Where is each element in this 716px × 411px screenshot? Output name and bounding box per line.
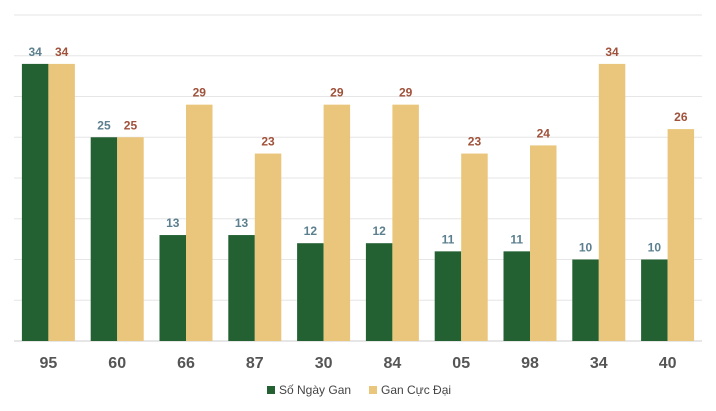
bar-gan-cuc-dai-60[interactable]: [117, 137, 144, 341]
legend: Số Ngày Gan Gan Cực Đại: [267, 383, 451, 397]
x-tick-label: 40: [659, 355, 677, 372]
x-tick-label: 98: [521, 355, 539, 372]
data-label: 12: [304, 224, 318, 238]
x-axis: 95 60 66 87 30 84 05 98 34 40: [40, 355, 677, 372]
x-tick-label: 66: [177, 355, 195, 372]
bar-so-ngay-gan-30[interactable]: [297, 243, 324, 341]
bar-gan-cuc-dai-98[interactable]: [530, 145, 557, 341]
data-label: 29: [330, 86, 344, 100]
bars: [21, 63, 695, 342]
bar-so-ngay-gan-98[interactable]: [503, 251, 531, 341]
data-label: 29: [193, 86, 207, 100]
data-label: 25: [97, 118, 111, 132]
x-tick-label: 87: [246, 355, 264, 372]
x-tick-label: 84: [384, 355, 402, 372]
bar-so-ngay-gan-95[interactable]: [21, 63, 49, 342]
x-tick-label: 05: [452, 355, 470, 372]
bar-gan-cuc-dai-66[interactable]: [186, 104, 213, 342]
legend-label[interactable]: Số Ngày Gan: [279, 383, 351, 397]
data-label: 25: [124, 118, 138, 132]
data-label: 13: [235, 216, 249, 230]
bar-so-ngay-gan-66[interactable]: [159, 235, 187, 341]
legend-swatch: [369, 386, 377, 394]
data-label: 10: [648, 241, 662, 255]
bar-so-ngay-gan-87[interactable]: [228, 235, 255, 341]
data-label: 34: [605, 45, 619, 59]
data-label: 11: [442, 232, 455, 246]
legend-swatch: [267, 386, 275, 394]
x-tick-label: 30: [315, 355, 333, 372]
bar-so-ngay-gan-84[interactable]: [365, 243, 393, 341]
data-label: 13: [166, 216, 180, 230]
x-tick-label: 34: [590, 355, 608, 372]
data-label: 23: [468, 135, 482, 149]
bar-gan-cuc-dai-05[interactable]: [461, 153, 488, 341]
data-label: 12: [372, 224, 386, 238]
data-labels: 34 34 25 25 13 29 13 23 12 29 12 29 11 23 11 24 10 34 10 26: [28, 45, 687, 255]
data-label: 34: [55, 45, 69, 59]
bar-gan-cuc-dai-84[interactable]: [392, 104, 419, 342]
data-label: 11: [510, 232, 523, 246]
bar-so-ngay-gan-05[interactable]: [434, 251, 462, 341]
x-tick-label: 95: [40, 355, 58, 372]
bar-so-ngay-gan-34[interactable]: [572, 259, 599, 342]
bar-gan-cuc-dai-95[interactable]: [48, 63, 75, 342]
legend-label[interactable]: Gan Cực Đại: [381, 383, 451, 397]
bar-gan-cuc-dai-30[interactable]: [323, 104, 351, 342]
data-label: 34: [28, 45, 42, 59]
bar-so-ngay-gan-60[interactable]: [90, 137, 118, 341]
x-tick-label: 60: [108, 355, 126, 372]
bar-so-ngay-gan-40[interactable]: [641, 259, 668, 342]
bar-gan-cuc-dai-34[interactable]: [598, 63, 626, 342]
data-label: 24: [537, 126, 551, 140]
data-label: 10: [579, 241, 593, 255]
bar-gan-cuc-dai-40[interactable]: [667, 129, 695, 341]
bar-gan-cuc-dai-87[interactable]: [254, 153, 282, 341]
data-label: 26: [674, 110, 688, 124]
data-label: 29: [399, 86, 413, 100]
data-label: 23: [261, 135, 275, 149]
